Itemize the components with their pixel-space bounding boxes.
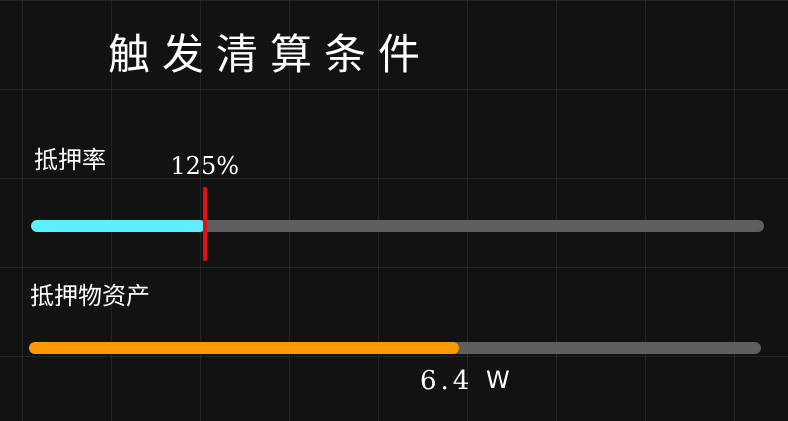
collateral-asset-value: 6.4 xyxy=(420,366,474,396)
collateral-ratio-bar-fill xyxy=(31,220,205,232)
collateral-asset-bar-fill xyxy=(29,342,459,354)
collateral-asset-label: 抵押物资产 xyxy=(30,282,150,310)
collateral-asset-unit: W xyxy=(486,366,510,394)
collateral-ratio-bar xyxy=(31,220,764,232)
collateral-ratio-label: 抵押率 xyxy=(34,146,106,174)
liquidation-threshold-marker xyxy=(202,187,207,261)
liquidation-threshold-value: 125% xyxy=(170,152,240,180)
panel-title: 触发清算条件 xyxy=(108,30,433,79)
collateral-asset-bar xyxy=(29,342,761,354)
